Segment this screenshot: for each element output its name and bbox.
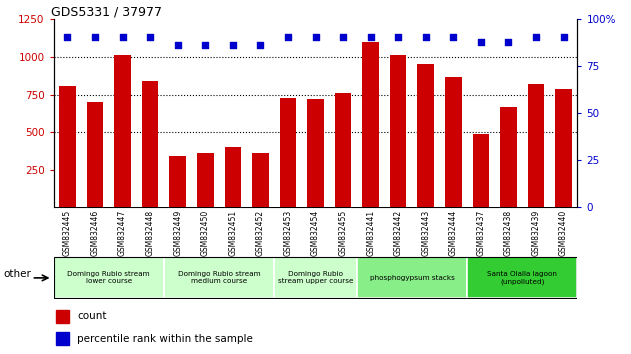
Text: GSM832451: GSM832451: [228, 210, 237, 256]
Text: other: other: [3, 269, 31, 279]
Text: percentile rank within the sample: percentile rank within the sample: [78, 333, 253, 343]
Bar: [555, 88, 572, 207]
Text: GSM832437: GSM832437: [476, 210, 485, 256]
Point: [62, 35, 73, 40]
Text: Domingo Rubio stream
medium course: Domingo Rubio stream medium course: [178, 272, 261, 284]
Text: GSM832440: GSM832440: [559, 210, 568, 256]
Point: [448, 35, 458, 40]
Bar: [362, 42, 379, 207]
Bar: [59, 86, 76, 207]
Point: [476, 39, 486, 45]
Text: Santa Olalla lagoon
(unpolluted): Santa Olalla lagoon (unpolluted): [487, 271, 557, 285]
Point: [173, 42, 183, 48]
Text: GSM832445: GSM832445: [63, 210, 72, 256]
Bar: [142, 81, 158, 207]
Text: GSM832442: GSM832442: [394, 210, 403, 256]
Bar: [169, 156, 186, 207]
Bar: [86, 102, 103, 207]
Text: phosphogypsum stacks: phosphogypsum stacks: [370, 275, 454, 281]
Bar: [473, 133, 489, 207]
Point: [421, 35, 431, 40]
Point: [117, 35, 127, 40]
Bar: [307, 99, 324, 207]
Text: GSM832454: GSM832454: [311, 210, 320, 256]
Point: [90, 35, 100, 40]
Bar: [280, 97, 296, 207]
Bar: [54, 257, 164, 298]
Text: Domingo Rubio
stream upper course: Domingo Rubio stream upper course: [278, 272, 353, 284]
Text: GDS5331 / 37977: GDS5331 / 37977: [51, 5, 162, 18]
Text: GSM832446: GSM832446: [90, 210, 100, 256]
Text: Domingo Rubio stream
lower course: Domingo Rubio stream lower course: [68, 272, 150, 284]
Point: [504, 39, 514, 45]
Text: GSM832439: GSM832439: [531, 210, 541, 256]
Text: GSM832450: GSM832450: [201, 210, 209, 256]
Text: GSM832441: GSM832441: [366, 210, 375, 256]
Text: count: count: [78, 312, 107, 321]
Text: GSM832449: GSM832449: [173, 210, 182, 256]
Text: GSM832444: GSM832444: [449, 210, 458, 256]
Point: [283, 35, 293, 40]
Bar: [418, 64, 434, 207]
Text: GSM832455: GSM832455: [339, 210, 348, 256]
Text: GSM832447: GSM832447: [118, 210, 127, 256]
Bar: [252, 153, 269, 207]
Point: [200, 42, 210, 48]
Point: [338, 35, 348, 40]
Bar: [445, 76, 462, 207]
Point: [145, 35, 155, 40]
Point: [256, 42, 266, 48]
Text: GSM832452: GSM832452: [256, 210, 265, 256]
Point: [365, 35, 375, 40]
Bar: [56, 332, 69, 345]
Bar: [56, 310, 69, 323]
Point: [531, 35, 541, 40]
Point: [310, 35, 321, 40]
Text: GSM832438: GSM832438: [504, 210, 513, 256]
Bar: [528, 84, 545, 207]
Bar: [225, 147, 241, 207]
Text: GSM832443: GSM832443: [422, 210, 430, 256]
Bar: [274, 257, 357, 298]
Text: GSM832448: GSM832448: [146, 210, 155, 256]
Bar: [467, 257, 577, 298]
Bar: [197, 153, 213, 207]
Point: [228, 42, 238, 48]
Point: [558, 35, 569, 40]
Bar: [390, 56, 406, 207]
Point: [393, 35, 403, 40]
Bar: [335, 93, 351, 207]
Bar: [500, 107, 517, 207]
Bar: [164, 257, 274, 298]
Bar: [357, 257, 467, 298]
Text: GSM832453: GSM832453: [283, 210, 292, 256]
Bar: [114, 56, 131, 207]
